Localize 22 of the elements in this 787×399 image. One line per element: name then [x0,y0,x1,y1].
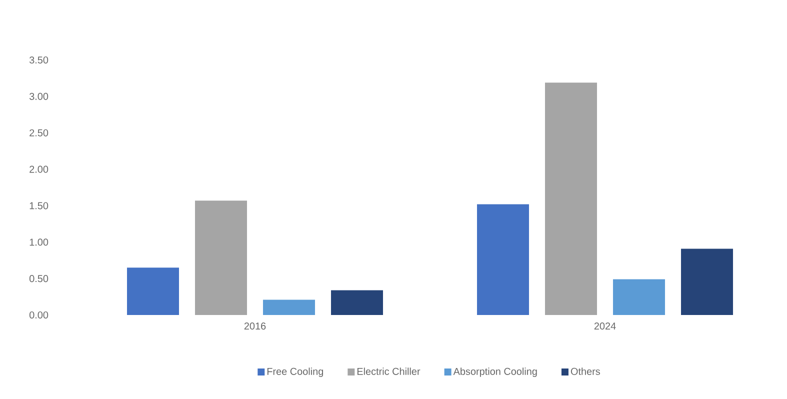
bar [681,248,734,315]
bar [331,290,384,315]
legend-label: Electric Chiller [357,368,420,375]
y-tick-label: 3.00 [29,92,48,100]
y-tick-label: 1.00 [30,238,48,246]
bar [613,279,666,315]
legend-label: Free Cooling [267,368,324,377]
y-tick-label: 2.00 [30,166,48,173]
x-tick-label: 2016 [244,322,266,330]
y-tick-label: 2.50 [30,129,48,136]
y-tick-label: 3.50 [29,56,48,64]
bar [127,268,179,315]
legend-label: Absorption Cooling [453,368,537,377]
bar [263,300,316,315]
bar [195,200,248,315]
bar [477,204,530,315]
y-tick-label: 1.50 [30,202,48,210]
y-tick-label: 0.00 [29,311,48,319]
bar [545,82,598,315]
y-tick-label: 0.50 [29,275,48,282]
x-tick-label: 2024 [594,322,616,330]
legend-label: Others [570,368,600,375]
